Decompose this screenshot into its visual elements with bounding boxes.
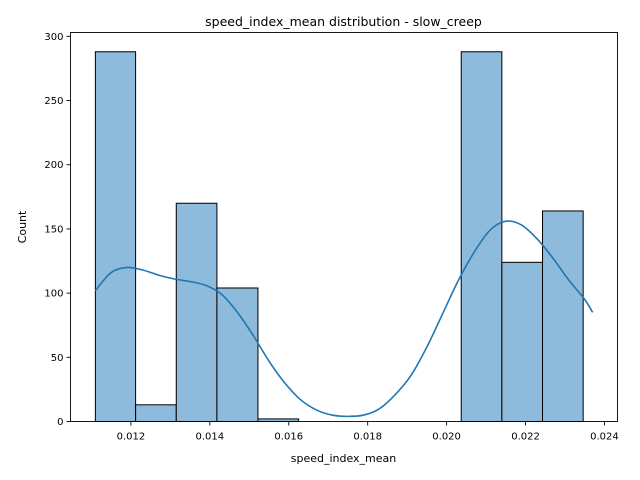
x-axis-label: speed_index_mean: [291, 452, 397, 465]
histogram-bar: [94, 51, 137, 423]
y-tick-label: 150: [44, 224, 63, 235]
y-axis-label: Count: [16, 210, 29, 243]
x-tick-label: 0.024: [590, 432, 619, 443]
y-tick-label: 50: [51, 353, 64, 364]
histogram-bar: [542, 210, 584, 422]
histogram-bar: [460, 51, 503, 423]
histogram-bar: [135, 404, 177, 423]
histogram-bar: [175, 202, 218, 422]
bars-group: [94, 51, 584, 423]
y-tick-label: 0: [57, 417, 63, 428]
x-tick-label: 0.012: [117, 432, 146, 443]
y-tick-label: 100: [44, 289, 63, 300]
x-tick-label: 0.014: [195, 432, 224, 443]
y-tick-label: 250: [44, 96, 63, 107]
y-tick-label: 200: [44, 160, 63, 171]
histogram-bar: [501, 261, 544, 422]
histogram-bar: [216, 287, 259, 422]
y-tick-label: 300: [44, 32, 63, 43]
x-axis-ticks: 0.012 0.014 0.016 0.018 0.020 0.022 0.024: [117, 421, 619, 443]
plot-frame: [70, 32, 618, 422]
x-tick-label: 0.020: [432, 432, 461, 443]
kde-line: [94, 220, 594, 418]
x-tick-label: 0.016: [274, 432, 303, 443]
x-tick-label: 0.018: [353, 432, 382, 443]
x-tick-label: 0.022: [511, 432, 540, 443]
chart-title: speed_index_mean distribution - slow_cre…: [205, 14, 482, 29]
y-axis-ticks: 0 50 100 150 200 250 300: [44, 32, 71, 428]
